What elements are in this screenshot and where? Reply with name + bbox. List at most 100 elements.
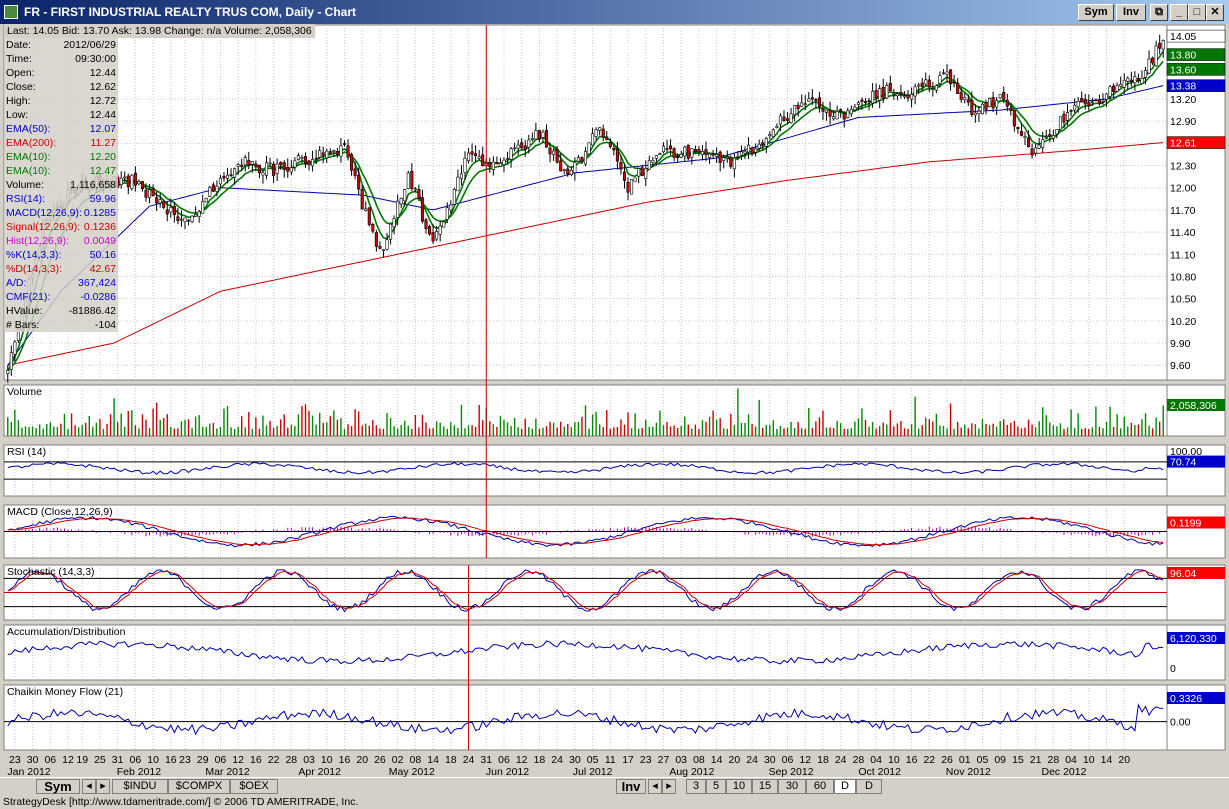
- candle-body: [1016, 126, 1020, 130]
- data-panel-row: HValue: -81886.42: [4, 304, 118, 318]
- data-panel-row: EMA(10): 12.47: [4, 164, 118, 178]
- x-tick-label: 25: [94, 754, 106, 766]
- data-panel-row: Hist(12,26,9): 0.0049: [4, 234, 118, 248]
- candle-body: [729, 157, 733, 167]
- candle-body: [148, 189, 152, 198]
- candle-body: [119, 177, 123, 185]
- close-icon[interactable]: ✕: [1206, 4, 1224, 21]
- candle-body: [396, 200, 400, 218]
- chart-area[interactable]: 13.2012.9012.6012.3012.0011.7011.4011.10…: [0, 24, 1229, 777]
- candle-body: [516, 144, 520, 149]
- candle-body: [385, 239, 389, 250]
- panel-ad: [3, 624, 1168, 681]
- x-tick-label: 16: [250, 754, 262, 766]
- inv-scroll-left-icon[interactable]: ◂: [648, 779, 662, 794]
- app-icon: [4, 5, 18, 19]
- candle-body: [917, 84, 921, 87]
- ad-tag: [1167, 632, 1225, 644]
- candle-body: [700, 151, 705, 155]
- candle-body: [1055, 129, 1059, 135]
- period-tab-d[interactable]: D: [856, 779, 882, 794]
- scroll-left-icon[interactable]: ◂: [82, 779, 96, 794]
- maximize-icon[interactable]: □: [1188, 4, 1206, 21]
- candle-body: [1034, 147, 1038, 154]
- candle-body: [254, 163, 258, 168]
- candle-body: [672, 148, 676, 158]
- candle-body: [966, 99, 970, 103]
- popout-icon[interactable]: ⧉: [1150, 4, 1168, 21]
- sym-button[interactable]: Sym: [1078, 4, 1114, 21]
- minimize-icon[interactable]: _: [1170, 4, 1188, 21]
- candle-body: [1080, 98, 1084, 103]
- x-tick-label: 15: [1012, 754, 1024, 766]
- candle-body: [272, 163, 276, 176]
- candle-body: [279, 162, 283, 166]
- x-tick-label: 17: [622, 754, 634, 766]
- period-tab-3[interactable]: 3: [686, 779, 706, 794]
- symbol-tab-compx[interactable]: $COMPX: [168, 779, 230, 794]
- inv-tab[interactable]: Inv: [616, 779, 646, 794]
- candle-body: [218, 177, 222, 185]
- price-tag: [1166, 136, 1226, 149]
- candle-body: [803, 103, 807, 106]
- candle-body: [562, 169, 566, 172]
- period-tab-10[interactable]: 10: [726, 779, 752, 794]
- inv-button[interactable]: Inv: [1116, 4, 1146, 21]
- candle-body: [746, 144, 751, 153]
- x-tick-label: 14: [1101, 754, 1113, 766]
- candle-body: [229, 174, 233, 176]
- candle-body: [1048, 134, 1052, 137]
- candle-body: [194, 214, 198, 217]
- period-tab-d-active[interactable]: D: [834, 779, 856, 794]
- period-tab-5[interactable]: 5: [706, 779, 726, 794]
- x-month-label: Oct 2012: [858, 766, 901, 777]
- stoch-tag: [1167, 567, 1225, 579]
- candle-body: [1076, 100, 1080, 108]
- data-panel-value: 12.07: [89, 123, 116, 135]
- macd-tag-label: 0.1199: [1170, 518, 1201, 530]
- price-tag-label: 12.61: [1170, 138, 1196, 150]
- symbol-tab-indu[interactable]: $INDU: [112, 779, 168, 794]
- x-tick-label: 02: [392, 754, 404, 766]
- candle-body: [1023, 136, 1027, 139]
- data-panel-row: %D(14,3,3): 42.67: [4, 262, 118, 276]
- data-panel-value: 59.96: [89, 193, 116, 205]
- period-tab-30[interactable]: 30: [778, 779, 806, 794]
- candle-body: [527, 139, 531, 148]
- data-panel-value: -81886.42: [68, 305, 116, 317]
- candle-body: [931, 88, 935, 90]
- data-panel-row: A/D: 367,424: [4, 276, 118, 290]
- data-panel: Date: 2012/06/29 Time: 09:30:00 Open: 12.44 Cl…: [4, 38, 118, 332]
- period-tab-60[interactable]: 60: [806, 779, 834, 794]
- candle-body: [587, 142, 591, 155]
- candle-body: [247, 160, 251, 166]
- candle-body: [13, 341, 17, 355]
- candle-body: [544, 130, 549, 148]
- candle-body: [1090, 101, 1094, 104]
- candle-body: [856, 102, 860, 105]
- data-panel-label: Volume:: [6, 179, 44, 191]
- symbol-tab-oex[interactable]: $OEX: [230, 779, 278, 794]
- candle-body: [1154, 45, 1158, 66]
- scroll-right-icon[interactable]: ▸: [96, 779, 110, 794]
- price-tick-label: 12.00: [1170, 183, 1196, 195]
- price-tick-label: 12.90: [1170, 116, 1196, 128]
- period-tab-15[interactable]: 15: [752, 779, 778, 794]
- candle-body: [920, 82, 924, 87]
- candle-body: [895, 93, 899, 97]
- candle-body: [952, 81, 956, 84]
- x-tick-label: 23: [640, 754, 652, 766]
- inv-scroll-right-icon[interactable]: ▸: [662, 779, 676, 794]
- candle-body: [162, 200, 166, 208]
- x-tick-label: 30: [569, 754, 581, 766]
- sym-tab[interactable]: Sym: [36, 779, 80, 794]
- candle-body: [389, 223, 393, 240]
- data-panel-label: EMA(10):: [6, 165, 51, 177]
- x-tick-label: 16: [906, 754, 918, 766]
- candle-body: [1094, 99, 1098, 102]
- candle-body: [704, 149, 708, 156]
- candle-body: [179, 218, 183, 221]
- ad-line: [7, 640, 1164, 665]
- candle-body: [583, 151, 588, 165]
- candle-body: [842, 113, 846, 120]
